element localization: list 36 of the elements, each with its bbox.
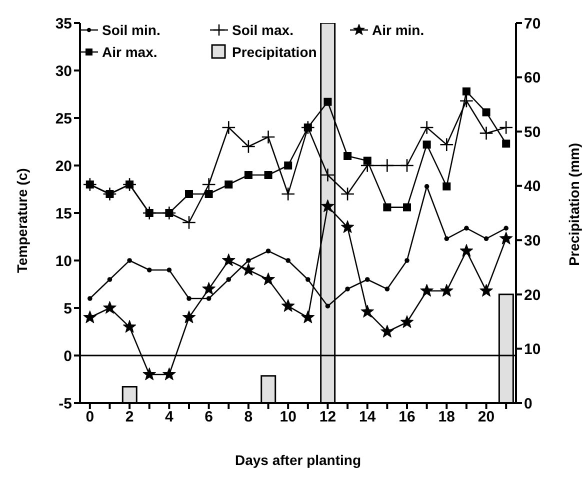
y-tick-label: 0 xyxy=(64,348,72,365)
x-tick-label: 16 xyxy=(398,408,416,426)
legend-label: Air max. xyxy=(102,44,158,60)
y2-tick-label: 30 xyxy=(524,232,541,250)
y2-tick-label: 0 xyxy=(524,395,532,412)
x-tick-label: 14 xyxy=(359,408,376,426)
legend-label: Precipitation xyxy=(232,44,317,60)
y-tick-label: 30 xyxy=(55,62,72,80)
y-axis-title: Temperature (c) xyxy=(14,168,30,273)
y-tick-label: 5 xyxy=(64,300,72,318)
y2-tick-label: 70 xyxy=(524,15,541,32)
y2-tick-label: 60 xyxy=(524,70,541,87)
legend-label: Air min. xyxy=(372,22,424,38)
x-tick-label: 10 xyxy=(280,408,296,426)
y2-tick-label: 40 xyxy=(524,178,541,196)
y-tick-label: 15 xyxy=(55,205,72,222)
y-tick-label: 20 xyxy=(55,158,72,175)
legend-label: Soil max. xyxy=(232,22,294,38)
x-axis-title: Days after planting xyxy=(234,452,362,468)
x-tick-label: 6 xyxy=(204,408,213,426)
y2-tick-label: 10 xyxy=(524,341,541,358)
legend-label: Soil min. xyxy=(102,22,160,38)
x-tick-label: 0 xyxy=(86,408,94,426)
y-tick-label: -5 xyxy=(58,395,72,412)
y-tick-label: 35 xyxy=(55,15,72,32)
x-tick-label: 4 xyxy=(165,408,174,426)
y2-tick-label: 20 xyxy=(524,286,541,304)
x-tick-label: 8 xyxy=(244,408,253,426)
x-tick-label: 18 xyxy=(438,408,455,426)
y-tick-label: 25 xyxy=(55,110,72,128)
y2-tick-label: 50 xyxy=(524,124,541,141)
x-tick-label: 20 xyxy=(478,408,495,426)
y2-axis-title: Precipitation (mm) xyxy=(566,143,582,266)
x-tick-label: 2 xyxy=(125,408,134,426)
x-tick-label: 12 xyxy=(319,408,336,426)
y-tick-label: 10 xyxy=(55,252,72,270)
